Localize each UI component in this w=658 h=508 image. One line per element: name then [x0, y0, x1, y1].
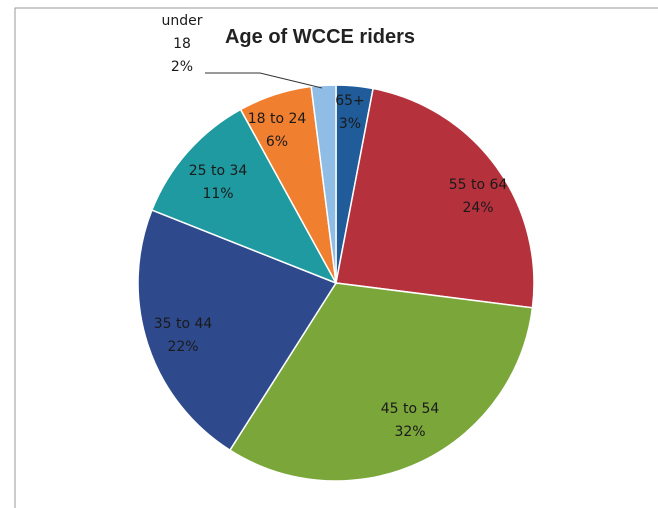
pie-slice	[150, 108, 338, 285]
slice-label: 35 to 44 22%	[154, 313, 213, 359]
value-label: 6%	[265, 134, 289, 150]
frame	[14, 7, 658, 508]
slice-label: 55 to 64 24%	[449, 174, 508, 220]
pie-slice	[228, 282, 534, 482]
pie-slice	[137, 209, 338, 452]
pie-slice	[335, 87, 535, 309]
category-label: 18 to 24	[247, 111, 307, 127]
slice-label: 65+ 3%	[335, 90, 365, 136]
slice-label: 25 to 34 11%	[189, 160, 248, 206]
slice-label: under 18 2%	[160, 10, 204, 79]
value-label: 2%	[170, 59, 194, 75]
leader-line	[205, 72, 323, 89]
category-label: 65+	[335, 93, 365, 109]
value-label: 32%	[394, 424, 426, 440]
slice-label: 45 to 54 32%	[381, 398, 440, 444]
category-label: 55 to 64	[448, 177, 508, 193]
value-label: 22%	[167, 339, 199, 355]
category-label: under 18	[161, 13, 203, 52]
value-label: 3%	[338, 116, 362, 132]
slice-label: 18 to 24 6%	[248, 108, 307, 154]
category-label: 45 to 54	[380, 401, 440, 417]
category-label: 35 to 44	[153, 316, 213, 332]
chart-title: Age of WCCE riders	[224, 26, 416, 48]
pie-slice	[310, 84, 337, 284]
slices	[137, 84, 535, 482]
value-label: 24%	[462, 200, 494, 216]
value-label: 11%	[202, 186, 234, 202]
category-label: 25 to 34	[188, 163, 248, 179]
